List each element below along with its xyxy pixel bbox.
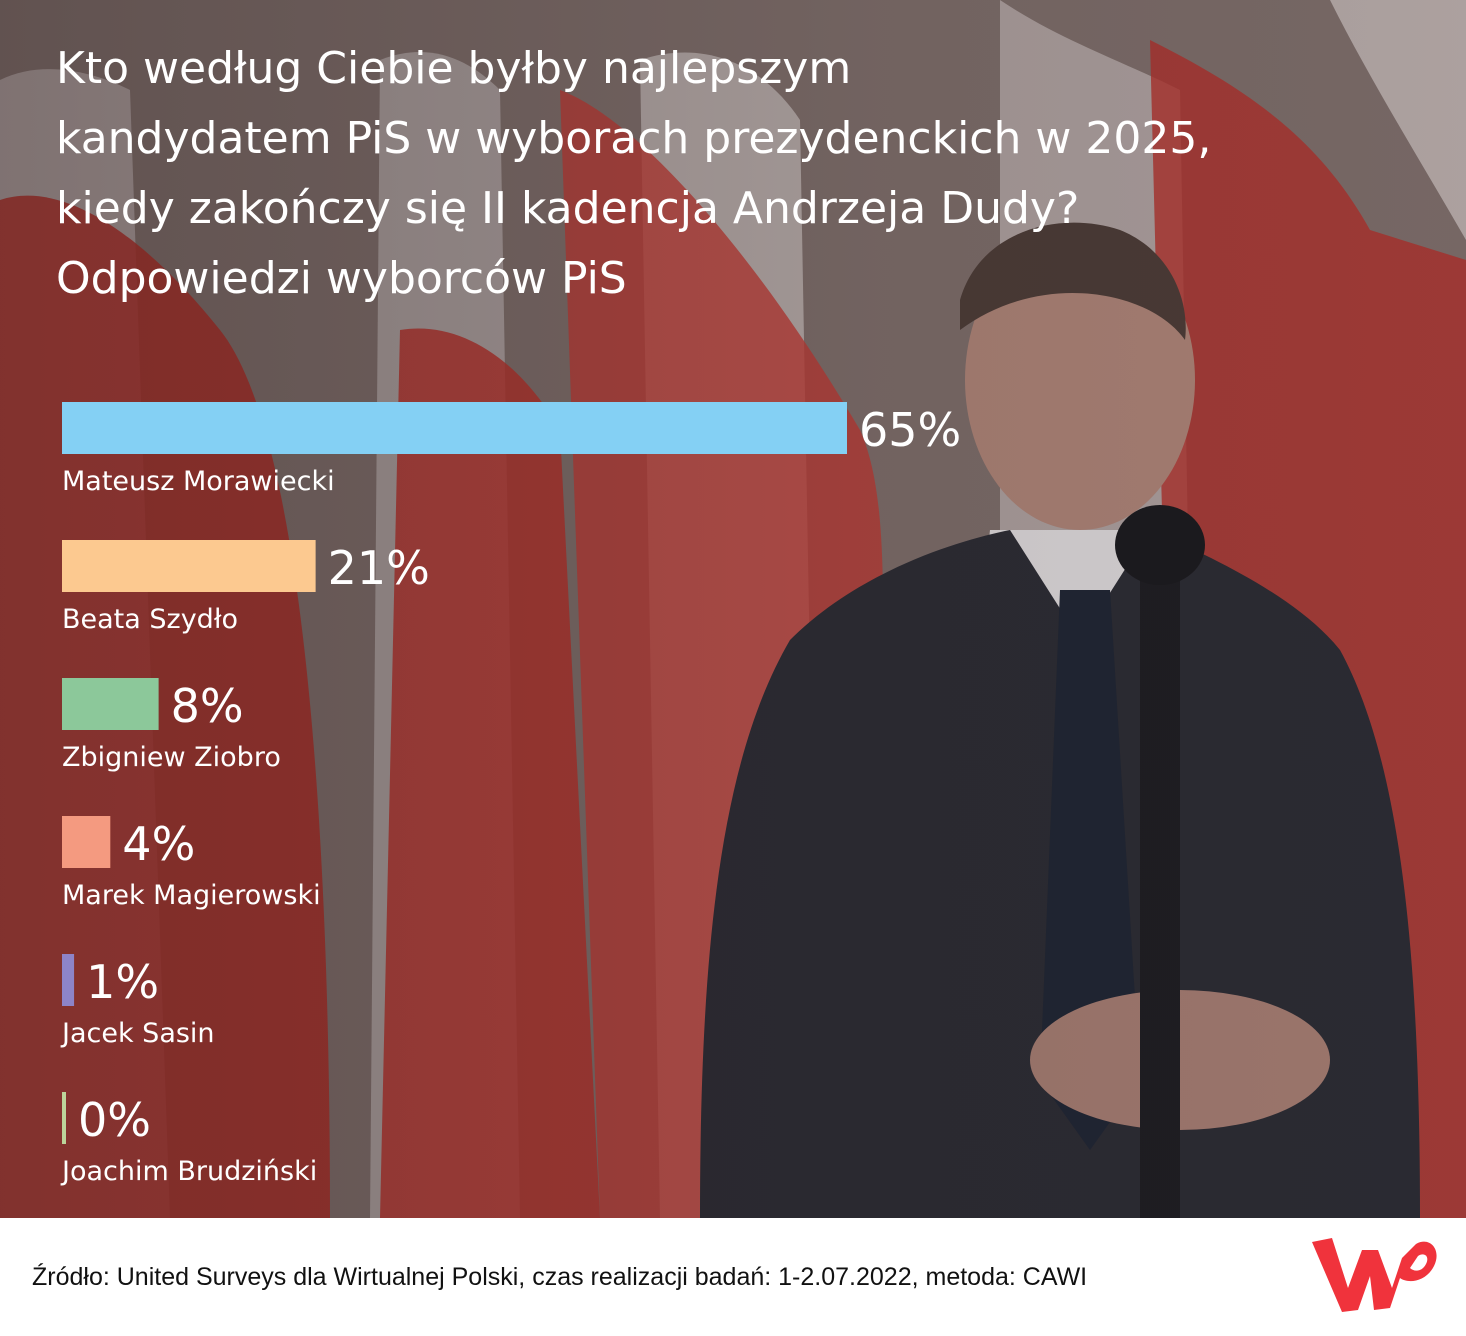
- bar-0: [62, 402, 847, 454]
- bar-4: [62, 954, 75, 1006]
- bar-category-label-4: Jacek Sasin: [60, 1018, 215, 1049]
- chart-title-line-2: kandydatem PiS w wyborach prezydenckich …: [56, 113, 1212, 164]
- bar-chart: 65% Mateusz Morawiecki 21% Beata Szydło 8% Zb…: [60, 402, 961, 1187]
- footer: [0, 1218, 1466, 1336]
- chart-title-line-3: kiedy zakończy się II kadencja Andrzeja …: [56, 183, 1080, 234]
- source-note: Źródło: United Surveys dla Wirtualnej Po…: [32, 1263, 1088, 1291]
- bar-category-label-0: Mateusz Morawiecki: [62, 466, 335, 497]
- background-dim-overlay: [0, 0, 1466, 1218]
- bar-value-label-1: 21%: [328, 541, 430, 595]
- chart-title: Kto według Ciebie byłby najlepszym kandy…: [56, 34, 1436, 314]
- bar-category-label-2: Zbigniew Ziobro: [62, 742, 281, 773]
- bar-category-label-1: Beata Szydło: [62, 604, 238, 635]
- wp-logo: [1312, 1238, 1437, 1312]
- bar-value-label-0: 65%: [859, 403, 961, 457]
- bar-5: [62, 1092, 66, 1144]
- bar-category-label-3: Marek Magierowski: [62, 880, 321, 911]
- bar-2: [62, 678, 159, 730]
- chart-title-line-1: Kto według Ciebie byłby najlepszym: [56, 43, 852, 94]
- bar-value-label-4: 1%: [86, 955, 159, 1009]
- bar-value-label-2: 8%: [171, 679, 244, 733]
- background-photo-illustration: [0, 0, 1466, 1218]
- bar-value-label-5: 0%: [78, 1093, 151, 1147]
- bar-1: [62, 540, 316, 592]
- chart-title-line-4: Odpowiedzi wyborców PiS: [56, 253, 627, 304]
- background-photo: [0, 0, 1466, 1218]
- bar-3: [62, 816, 111, 868]
- bar-category-label-5: Joachim Brudziński: [60, 1156, 317, 1187]
- bar-value-label-3: 4%: [122, 817, 195, 871]
